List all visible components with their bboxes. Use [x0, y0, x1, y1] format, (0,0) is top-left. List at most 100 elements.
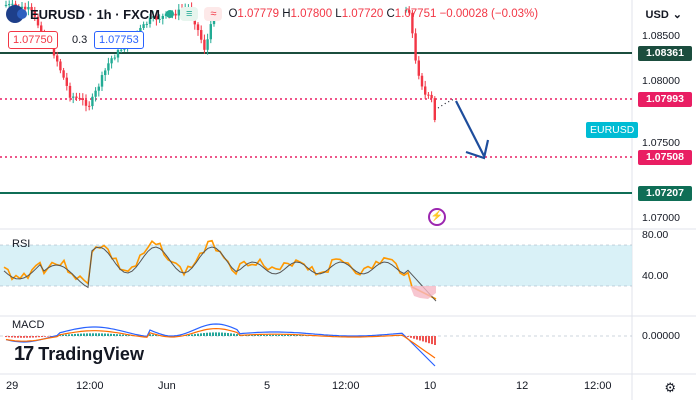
macd-histogram-bar [428, 336, 430, 344]
candle-body [420, 75, 424, 87]
candle-body [206, 39, 209, 50]
macd-histogram-bar [113, 333, 115, 336]
forecast-arrow [455, 100, 485, 157]
candle-body [4, 4, 8, 6]
macd-histogram-bar [32, 336, 34, 338]
macd-histogram-bar [296, 335, 298, 336]
macd-histogram-bar [194, 334, 196, 336]
buy-price-button[interactable]: 1.07753 [94, 31, 144, 49]
macd-histogram-bar [122, 334, 124, 336]
candle-body [33, 10, 36, 17]
macd-histogram-bar [434, 336, 436, 345]
macd-histogram-bar [83, 333, 85, 336]
time-axis-label: 12 [516, 380, 529, 392]
macd-histogram-bar [80, 333, 82, 336]
macd-histogram-bar [236, 334, 238, 336]
macd-histogram-bar [290, 334, 292, 336]
macd-histogram-bar [419, 336, 421, 341]
candle-body [155, 16, 158, 20]
candle-body [84, 100, 88, 106]
macd-histogram-bar [425, 336, 427, 343]
macd-histogram-bar [59, 335, 61, 336]
macd-histogram-bar [260, 334, 262, 336]
candle-body [200, 30, 203, 40]
macd-histogram-bar [89, 333, 91, 336]
macd-histogram-bar [275, 334, 277, 336]
time-axis-label: 5 [264, 380, 271, 392]
candle-body [414, 33, 417, 61]
macd-histogram-bar [272, 334, 274, 336]
candle-body [404, 10, 408, 12]
macd-axis-label: 0.00000 [642, 330, 680, 342]
macd-pane-title[interactable]: MACD [12, 319, 45, 331]
macd-histogram-bar [227, 333, 229, 336]
macd-histogram-bar [206, 332, 208, 336]
candle-body [424, 86, 427, 95]
macd-histogram-bar [152, 334, 154, 336]
candle-body [104, 70, 107, 76]
candle-body [68, 85, 72, 98]
symbol-title[interactable]: EURUSD · 1h · FXCM [30, 6, 160, 22]
candle-body [158, 18, 161, 20]
macd-histogram-bar [62, 334, 64, 336]
price-axis-label: 1.07500 [642, 137, 680, 149]
macd-histogram-bar [92, 333, 94, 336]
macd-histogram-bar [98, 333, 100, 336]
rsi-axis-label: 80.00 [642, 229, 669, 241]
macd-line [5, 323, 436, 367]
macd-histogram-bar [116, 334, 118, 336]
macd-histogram-bar [200, 333, 202, 336]
candle-body [30, 6, 33, 11]
price-axis-label: 1.07000 [642, 212, 680, 224]
macd-histogram-bar [266, 334, 268, 336]
rsi-pane-title[interactable]: RSI [12, 238, 31, 250]
candle-body [177, 9, 180, 16]
candle-body [91, 96, 94, 107]
candle-body [411, 12, 414, 34]
currency-selector[interactable]: USD ⌄ [645, 8, 682, 22]
macd-histogram-bar [41, 336, 43, 338]
macd-histogram-bar [155, 334, 157, 336]
macd-histogram-bar [5, 336, 7, 338]
macd-histogram [5, 332, 436, 345]
macd-histogram-bar [20, 336, 22, 338]
candle-body [59, 61, 62, 71]
lightning-icon[interactable]: ⚡ [428, 208, 446, 226]
time-axis-label: 12:00 [584, 380, 612, 392]
market-open-dot-icon [166, 10, 174, 18]
candle-body [8, 4, 11, 6]
tradingview-logo: 17 TradingView [14, 343, 144, 365]
macd-histogram-bar [149, 334, 151, 336]
price-axis-label: 1.08500 [642, 30, 680, 42]
macd-histogram-bar [101, 333, 103, 336]
candle-body [75, 96, 78, 98]
candle-body [203, 39, 206, 50]
macd-histogram-bar [68, 334, 70, 336]
macd-histogram-bar [47, 336, 49, 337]
candle-body [62, 70, 65, 78]
candle-body [145, 23, 148, 25]
macd-histogram-bar [107, 333, 109, 336]
ohlc-readout: O1.07779 H1.07800 L1.07720 C1.07751 −0.0… [228, 8, 539, 20]
time-axis-label: 29 [6, 380, 19, 392]
candle-body [78, 97, 81, 99]
candle-body [209, 24, 212, 40]
macd-histogram-bar [65, 334, 67, 336]
candle-body [88, 105, 91, 107]
candle-body [40, 25, 43, 34]
macd-histogram-bar [104, 333, 106, 336]
macd-histogram-bar [278, 334, 280, 336]
macd-histogram-bar [269, 334, 271, 336]
forecast-arrow-head [465, 139, 490, 160]
sell-price-button[interactable]: 1.07750 [8, 31, 58, 49]
macd-histogram-bar [29, 336, 31, 338]
candle-body [65, 77, 68, 86]
candle-body [56, 55, 59, 62]
settings-gear-icon[interactable]: ⚙ [664, 380, 676, 395]
candle-body [36, 16, 40, 26]
time-axis-label: 10 [424, 380, 437, 392]
indicator-badge-red[interactable]: ≈ [204, 7, 223, 21]
indicator-badge-green[interactable]: ≡ [180, 7, 199, 21]
candle-body [52, 44, 56, 56]
